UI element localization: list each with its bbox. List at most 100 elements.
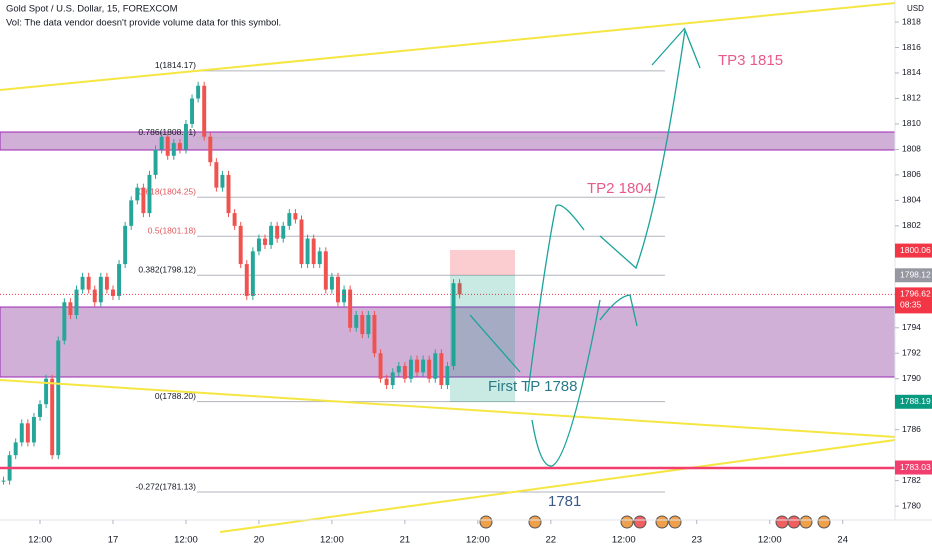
- candle: [68, 302, 73, 316]
- price-tag-label: 1783.03: [900, 462, 931, 472]
- annotation: First TP 1788: [488, 378, 578, 395]
- candle: [323, 251, 328, 290]
- fib-label: 0(1788.20): [155, 391, 196, 401]
- candle: [13, 442, 18, 456]
- candle: [354, 315, 359, 328]
- y-tick-label: 1802: [902, 220, 921, 230]
- candle: [305, 238, 310, 265]
- candle: [378, 353, 383, 379]
- fib-label: 0.618(1804.25): [138, 186, 196, 196]
- candle: [317, 251, 322, 265]
- price-tag-label: 1800.06: [900, 245, 931, 255]
- arrow: [527, 204, 585, 393]
- fib-label: 0.786(1808.91): [138, 127, 196, 137]
- annotation: 1781: [548, 493, 581, 510]
- countdown: 08:35: [900, 300, 922, 310]
- candle: [408, 359, 413, 379]
- trend-line: [219, 439, 896, 533]
- event-icon: [799, 515, 813, 529]
- candle: [56, 340, 61, 456]
- drawings: TP3 1815 TP2 1804 First TP 1788 1781: [0, 2, 896, 533]
- candle: [62, 302, 67, 341]
- candle: [196, 85, 201, 99]
- candle: [171, 143, 176, 156]
- candle: [390, 372, 395, 386]
- x-tick-label: 12:00: [320, 535, 344, 546]
- target-zone: [450, 275, 515, 402]
- y-tick-label: 1814: [902, 67, 921, 77]
- candle: [92, 289, 97, 303]
- y-tick-label: 1818: [902, 16, 921, 26]
- candle: [38, 404, 42, 417]
- arrow: [599, 294, 638, 327]
- candle: [336, 276, 340, 303]
- candle: [269, 225, 274, 245]
- candle: [165, 136, 170, 156]
- x-tick-label: 12:00: [758, 535, 782, 546]
- candle: [293, 213, 298, 220]
- y-tick-label: 1810: [902, 118, 921, 128]
- zones: [0, 131, 896, 378]
- volume-note: Vol: The data vendor doesn't provide vol…: [6, 18, 281, 29]
- candle: [457, 283, 462, 295]
- candle: [153, 149, 158, 175]
- x-tick-label: 12:00: [466, 535, 490, 546]
- currency: USD: [907, 4, 924, 13]
- candle: [275, 225, 280, 239]
- candle: [220, 174, 225, 188]
- candle: [250, 251, 255, 296]
- candle: [281, 225, 286, 239]
- y-tick-label: 1808: [902, 144, 921, 154]
- candle: [19, 423, 24, 443]
- candle: [74, 289, 79, 316]
- candle: [147, 174, 152, 214]
- arrow: [531, 299, 601, 467]
- y-tick-label: 1816: [902, 42, 921, 52]
- price-tag: [895, 394, 932, 409]
- arrow: [469, 314, 521, 373]
- candle: [445, 365, 450, 386]
- y-tick-label: 1790: [902, 373, 921, 383]
- y-tick-label: 1786: [902, 424, 921, 434]
- candle: [111, 289, 115, 296]
- x-tick-label: 12:00: [174, 535, 198, 546]
- event-icon: [655, 515, 669, 529]
- price-tag-label: 1788.19: [900, 396, 931, 406]
- symbol-title: Gold Spot / U.S. Dollar, 15, FOREXCOM: [6, 4, 178, 15]
- candle: [214, 162, 219, 188]
- event-icon: [633, 515, 647, 529]
- candle: [86, 276, 91, 290]
- candle: [415, 359, 420, 373]
- x-tick-label: 21: [400, 535, 411, 546]
- price-tag: [895, 268, 932, 283]
- candle: [98, 276, 103, 303]
- event-icon: [528, 515, 542, 529]
- candle: [360, 315, 365, 335]
- arrow: [599, 27, 701, 270]
- price-tag-label: 1798.12: [900, 270, 931, 280]
- fib-label: -0.272(1781.13): [136, 481, 197, 491]
- x-tick-label: 12:00: [28, 535, 52, 546]
- candle: [177, 143, 182, 150]
- candle: [135, 187, 140, 201]
- y-tick-label: 1782: [902, 475, 921, 485]
- candle: [402, 365, 407, 379]
- candle: [190, 98, 195, 124]
- candle: [31, 416, 36, 443]
- candle: [129, 200, 134, 226]
- candle: [396, 365, 401, 373]
- event-icon: [479, 515, 493, 529]
- candle: [372, 315, 377, 354]
- hand-drawn-arrows: [469, 27, 701, 467]
- candle: [311, 238, 316, 265]
- candle: [232, 213, 237, 226]
- candle: [256, 238, 261, 252]
- candle: [342, 289, 347, 303]
- y-tick-label: 1792: [902, 347, 921, 357]
- candle: [202, 85, 207, 137]
- candle: [104, 276, 109, 290]
- candle: [183, 123, 188, 150]
- candle: [50, 378, 55, 456]
- x-tick-label: 22: [546, 535, 557, 546]
